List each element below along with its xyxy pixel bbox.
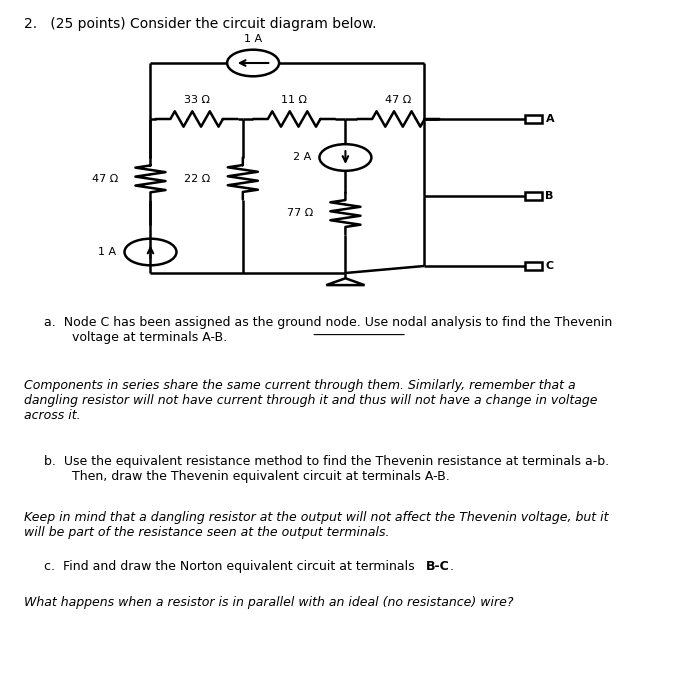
Text: 22 Ω: 22 Ω — [185, 174, 211, 183]
Text: 11 Ω: 11 Ω — [281, 95, 307, 105]
Text: B-C: B-C — [425, 560, 449, 573]
Text: 47 Ω: 47 Ω — [385, 95, 412, 105]
Text: B: B — [546, 191, 554, 201]
Text: b.  Use the equivalent resistance method to find the Thevenin resistance at term: b. Use the equivalent resistance method … — [44, 455, 609, 483]
Text: A: A — [546, 114, 554, 124]
Text: 77 Ω: 77 Ω — [287, 209, 313, 218]
Text: 47 Ω: 47 Ω — [92, 174, 118, 184]
Text: What happens when a resistor is in parallel with an ideal (no resistance) wire?: What happens when a resistor is in paral… — [24, 596, 514, 610]
Text: 33 Ω: 33 Ω — [183, 95, 210, 105]
Text: 1 A: 1 A — [244, 34, 262, 43]
Text: 1 A: 1 A — [98, 247, 116, 257]
Text: Components in series share the same current through them. Similarly, remember th: Components in series share the same curr… — [24, 379, 597, 422]
Text: 2 A: 2 A — [293, 153, 311, 162]
Text: 2.   (25 points) Consider the circuit diagram below.: 2. (25 points) Consider the circuit diag… — [24, 17, 376, 31]
Text: c.  Find and draw the Norton equivalent circuit at terminals: c. Find and draw the Norton equivalent c… — [44, 560, 419, 573]
Text: Keep in mind that a dangling resistor at the output will not affect the Thevenin: Keep in mind that a dangling resistor at… — [24, 511, 609, 539]
Text: a.  Node C has been assigned as the ground node. Use nodal analysis to find the : a. Node C has been assigned as the groun… — [44, 316, 613, 344]
Text: .: . — [449, 560, 453, 573]
Text: C: C — [546, 261, 553, 271]
